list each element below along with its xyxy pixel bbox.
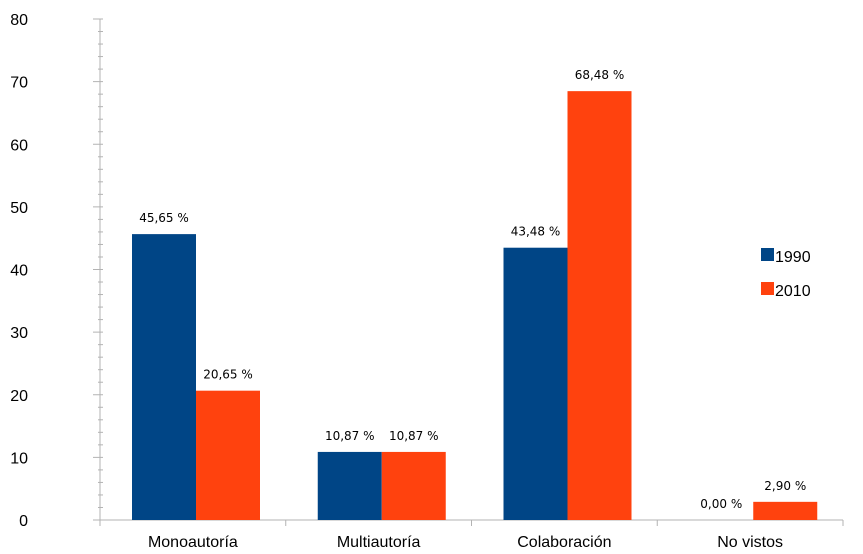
- x-category-label: Monoautoría: [148, 534, 238, 551]
- bar-2010: [382, 452, 446, 520]
- bar-2010: [196, 391, 260, 520]
- y-tick-label: 60: [10, 137, 28, 154]
- data-label: 20,65 %: [203, 368, 253, 382]
- chart-bars: [132, 91, 817, 520]
- x-category-label: Multiautoría: [337, 534, 421, 551]
- data-label: 68,48 %: [575, 68, 625, 82]
- legend-label: 2010: [775, 283, 811, 300]
- data-label: 45,65 %: [139, 211, 189, 225]
- bar-2010: [568, 91, 632, 520]
- legend-label: 1990: [775, 249, 811, 266]
- data-label: 43,48 %: [511, 225, 561, 239]
- data-label: 0,00 %: [700, 497, 742, 511]
- bar-1990: [318, 452, 382, 520]
- y-tick-label: 30: [10, 325, 28, 342]
- y-tick-label: 0: [19, 513, 28, 530]
- data-label: 10,87 %: [389, 429, 439, 443]
- y-tick-label: 80: [10, 12, 28, 29]
- y-tick-label: 40: [10, 263, 28, 280]
- y-tick-label: 10: [10, 450, 28, 467]
- data-label: 2,90 %: [764, 479, 806, 493]
- bar-1990: [504, 248, 568, 520]
- chart-legend: 1990 2010: [761, 248, 811, 300]
- bar-2010: [753, 502, 817, 520]
- y-tick-label: 20: [10, 388, 28, 405]
- x-category-label: No vistos: [717, 534, 783, 551]
- legend-swatch-2010: [761, 282, 774, 295]
- x-category-label: Colaboración: [517, 534, 611, 551]
- legend-swatch-1990: [761, 248, 774, 261]
- y-tick-label: 50: [10, 200, 28, 217]
- data-label: 10,87 %: [325, 429, 375, 443]
- y-tick-label: 70: [10, 75, 28, 92]
- bar-1990: [132, 234, 196, 520]
